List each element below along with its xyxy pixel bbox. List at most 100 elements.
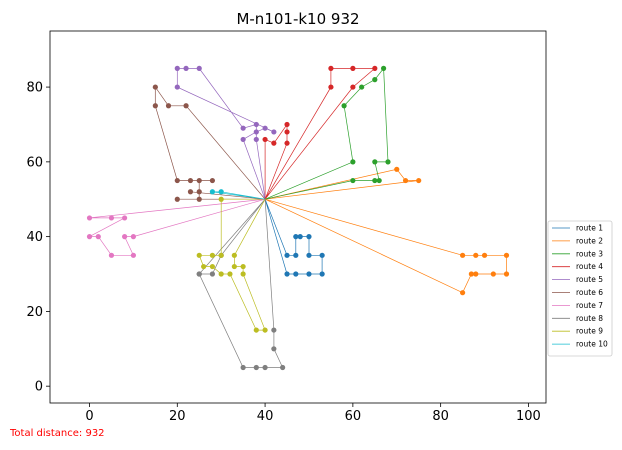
- customer-point: [95, 234, 101, 240]
- y-tick-label: 40: [26, 230, 43, 245]
- customer-point: [187, 189, 194, 195]
- customer-point: [187, 177, 194, 184]
- legend-label: route 10: [576, 340, 608, 349]
- total-distance-label: Total distance: 932: [10, 428, 105, 439]
- customer-point: [196, 271, 202, 277]
- customer-point: [108, 252, 115, 258]
- customer-point: [490, 271, 496, 277]
- customer-point: [253, 129, 259, 135]
- customer-point: [481, 252, 488, 258]
- legend-label: route 9: [576, 327, 603, 336]
- axis-ticks: 0 20 40 60 80 100 0 20 40 60 80: [26, 81, 540, 424]
- customer-point: [350, 159, 356, 165]
- customer-point: [328, 65, 334, 71]
- customer-point: [174, 177, 180, 184]
- customer-point: [319, 252, 325, 258]
- routes-layer: [86, 65, 510, 371]
- customer-point: [319, 271, 325, 277]
- legend-label: route 8: [576, 314, 603, 323]
- customer-point: [196, 252, 202, 258]
- customer-point: [86, 234, 93, 240]
- customer-point: [297, 234, 303, 240]
- customer-point: [253, 364, 259, 371]
- customer-point: [218, 189, 224, 195]
- route-line: [264, 67, 389, 200]
- x-tick-label: 80: [432, 409, 449, 424]
- customer-point: [350, 177, 356, 184]
- route-5: [174, 65, 277, 200]
- customer-point: [284, 140, 290, 146]
- customer-point: [293, 234, 299, 240]
- customer-point: [218, 252, 224, 258]
- route-9: [196, 196, 268, 333]
- customer-point: [174, 196, 180, 202]
- customer-point: [328, 84, 334, 90]
- customer-point: [240, 136, 246, 143]
- customer-point: [385, 159, 391, 165]
- customer-point: [262, 364, 268, 371]
- customer-point: [209, 252, 216, 258]
- customer-point: [174, 65, 180, 71]
- customer-point: [196, 65, 202, 71]
- customer-point: [271, 140, 277, 146]
- customer-point: [293, 271, 299, 277]
- customer-point: [284, 129, 290, 135]
- route-line: [212, 191, 266, 200]
- customer-point: [503, 271, 510, 277]
- customer-point: [196, 177, 202, 184]
- customer-point: [86, 215, 93, 221]
- customer-point: [271, 346, 277, 352]
- customer-point: [209, 263, 216, 270]
- customer-point: [253, 136, 259, 143]
- x-tick-label: 40: [257, 409, 274, 424]
- customer-point: [196, 189, 202, 195]
- customer-point: [350, 84, 356, 90]
- customer-point: [284, 271, 290, 277]
- customer-point: [240, 364, 246, 371]
- customer-point: [262, 327, 268, 333]
- y-tick-label: 60: [26, 155, 43, 170]
- x-tick-label: 100: [516, 409, 541, 424]
- customer-point: [130, 252, 136, 258]
- customer-point: [152, 103, 158, 109]
- customer-point: [152, 84, 158, 90]
- route-10: [209, 189, 266, 200]
- legend-box: [547, 220, 613, 357]
- customer-point: [122, 215, 128, 221]
- customer-point: [359, 84, 365, 90]
- customer-point: [372, 177, 378, 184]
- x-tick-label: 0: [85, 409, 93, 424]
- customer-point: [402, 177, 409, 184]
- x-tick-label: 20: [169, 409, 186, 424]
- customer-point: [306, 234, 312, 240]
- route-line: [264, 68, 376, 201]
- chart-title: M-n101-k10 932: [236, 10, 359, 28]
- customer-point: [372, 77, 378, 83]
- customer-point: [122, 234, 128, 240]
- route-4: [262, 65, 378, 201]
- customer-point: [306, 271, 312, 277]
- customer-point: [284, 121, 290, 128]
- customer-point: [306, 252, 312, 258]
- route-3: [264, 65, 391, 200]
- route-line: [198, 198, 266, 331]
- customer-point: [473, 271, 479, 277]
- customer-point: [253, 121, 259, 128]
- route-8: [196, 198, 286, 371]
- customer-point: [341, 103, 347, 109]
- customer-point: [196, 196, 202, 202]
- customer-point: [372, 159, 378, 165]
- customer-point: [271, 129, 277, 135]
- customer-point: [468, 271, 474, 277]
- customer-point: [231, 252, 237, 258]
- legend-label: route 3: [576, 249, 603, 258]
- customer-point: [165, 103, 172, 109]
- customer-point: [227, 271, 233, 277]
- route-line: [198, 198, 284, 368]
- customer-point: [240, 271, 246, 277]
- customer-point: [218, 196, 224, 202]
- customer-point: [380, 65, 387, 71]
- route-7: [86, 198, 266, 258]
- legend-label: route 1: [576, 224, 603, 233]
